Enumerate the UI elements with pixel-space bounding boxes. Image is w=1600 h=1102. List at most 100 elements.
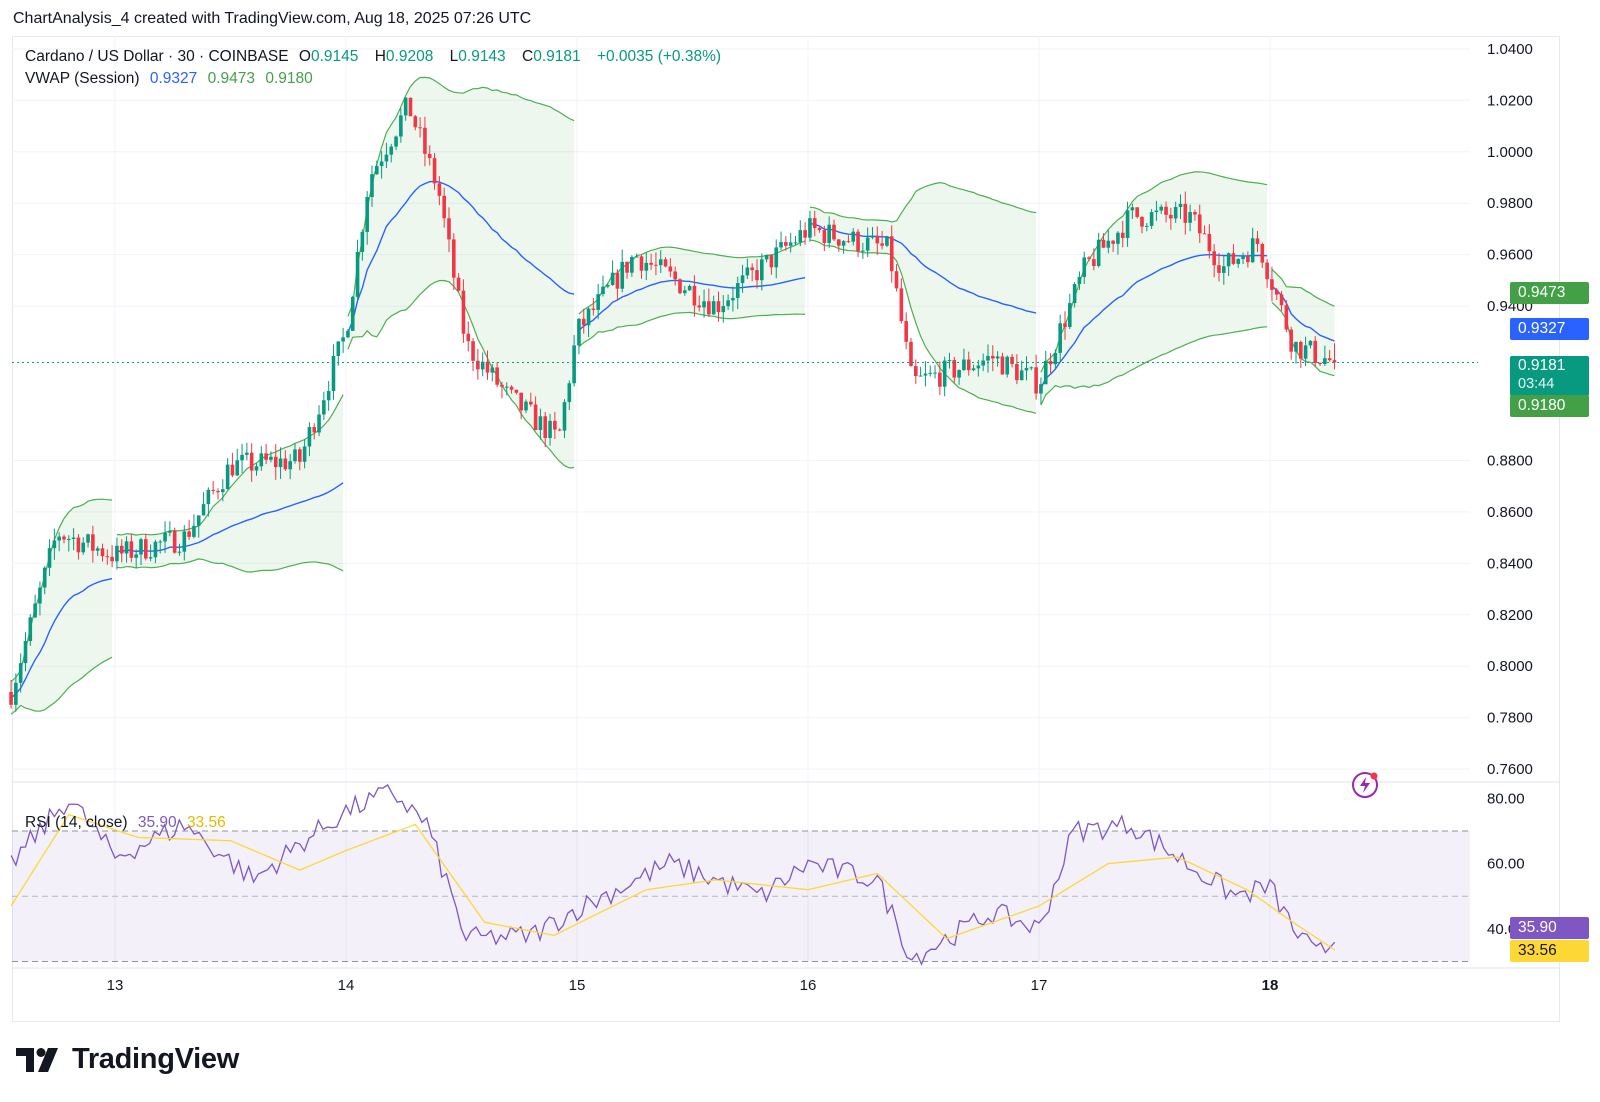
vwap-upper-line	[347, 76, 575, 317]
candle-body	[273, 456, 278, 468]
candle-body	[952, 360, 957, 378]
candle-body	[456, 277, 461, 291]
candle-body	[76, 537, 81, 553]
candle-body	[1284, 305, 1289, 330]
chart-canvas[interactable]: 1.04001.02001.00000.98000.96000.94000.88…	[0, 0, 1600, 1030]
candle-body	[808, 218, 812, 238]
candle-body	[914, 366, 918, 377]
candle-body	[894, 271, 899, 289]
candle-body	[144, 539, 148, 559]
vwap-upper-line	[116, 394, 344, 536]
vwap-line	[578, 277, 806, 331]
candle-body	[1299, 341, 1303, 359]
symbol-title[interactable]: Cardano / US Dollar · 30 · COINBASE	[25, 48, 289, 65]
candle-body	[490, 367, 495, 373]
candle-body	[832, 224, 836, 240]
rsi-ma-value: 33.56	[186, 814, 226, 831]
candle-body	[322, 400, 326, 415]
vwap-lower-line	[10, 656, 113, 715]
candle-body	[432, 158, 437, 184]
candle-body	[591, 308, 596, 310]
candle-body	[812, 218, 817, 229]
candle-body	[1159, 206, 1164, 211]
candle-body	[1120, 232, 1125, 239]
candle-body	[1193, 212, 1197, 215]
price-axis-tick: 0.8800	[1487, 452, 1533, 469]
candle-body	[870, 235, 875, 238]
candle-body	[798, 230, 803, 243]
candle-body	[1024, 367, 1029, 371]
candle-body	[779, 242, 783, 248]
candle-body	[1068, 303, 1072, 327]
candle-body	[1058, 323, 1062, 353]
candle-body	[485, 361, 490, 373]
candle-body	[1274, 289, 1279, 295]
vwap-legend[interactable]: VWAP (Session) 0.9327 0.9473 0.9180	[25, 70, 319, 88]
candle-body	[221, 489, 225, 493]
symbol-legend[interactable]: Cardano / US Dollar · 30 · COINBASE O0.9…	[25, 48, 727, 66]
candle-body	[557, 429, 562, 431]
candle-body	[129, 541, 134, 558]
vwap-band-fill	[347, 77, 575, 468]
candle-body	[865, 237, 870, 251]
rsi-label[interactable]: RSI (14, close)	[25, 814, 128, 831]
candle-body	[572, 345, 576, 384]
vwap-upper-line	[1271, 269, 1335, 307]
candle-body	[336, 341, 341, 356]
candle-body	[538, 416, 543, 431]
vwap-upper-value: 0.9473	[207, 70, 256, 87]
candle-body	[1323, 358, 1327, 365]
candle-body	[683, 290, 687, 294]
candle-body	[764, 255, 769, 260]
candle-body	[649, 262, 653, 265]
candle-body	[519, 392, 523, 411]
candle-body	[514, 389, 519, 393]
candle-body	[172, 530, 177, 553]
candle-body	[158, 541, 163, 543]
candle-body	[606, 285, 610, 287]
change-value: +0.0035 (+0.38%)	[596, 48, 722, 65]
candle-body	[889, 236, 894, 272]
rsi-line	[10, 784, 1336, 966]
tradingview-logo-icon	[16, 1047, 58, 1072]
open-key: O	[298, 48, 311, 65]
last-price-value: 0.9181	[1518, 357, 1566, 374]
rsi-ma-line	[10, 813, 1336, 951]
candle-body	[639, 256, 644, 271]
candle-body	[1019, 370, 1024, 381]
bar-countdown: 03:44	[1518, 376, 1555, 392]
candle-body	[326, 390, 331, 401]
vwap-lower-line	[578, 311, 806, 348]
candle-body	[885, 236, 889, 246]
candle-body	[697, 305, 702, 308]
candle-body	[1005, 356, 1010, 375]
candle-body	[947, 360, 952, 362]
candle-body	[1265, 262, 1269, 280]
candle-body	[375, 166, 379, 175]
tradingview-brand[interactable]: TradingView	[16, 1043, 239, 1076]
vwap-lower-badge: 0.9180	[1510, 395, 1589, 417]
rsi-legend[interactable]: RSI (14, close) 35.90 33.56	[25, 814, 232, 832]
candle-body	[1087, 257, 1091, 260]
candle-body	[1101, 239, 1106, 248]
candle-body	[442, 195, 446, 219]
candle-body	[991, 355, 995, 359]
candle-body	[317, 414, 321, 433]
vwap-band-fill	[11, 499, 113, 715]
candle-body	[596, 294, 600, 310]
candle-body	[495, 367, 499, 385]
candle-body	[346, 330, 350, 338]
price-axis-tick: 0.8000	[1487, 658, 1533, 675]
price-axis-tick: 1.0000	[1487, 144, 1533, 161]
vwap-label[interactable]: VWAP (Session)	[25, 70, 140, 87]
candle-body	[1010, 356, 1014, 364]
vwap-lower-line	[347, 279, 575, 469]
flash-alert-icon[interactable]	[1350, 770, 1380, 800]
candle-body	[1000, 356, 1005, 375]
candle-body	[1212, 251, 1216, 266]
candle-body	[57, 536, 61, 541]
candle-body	[875, 235, 880, 244]
candle-body	[399, 115, 403, 137]
candle-body	[1125, 210, 1130, 239]
candle-body	[403, 97, 408, 116]
